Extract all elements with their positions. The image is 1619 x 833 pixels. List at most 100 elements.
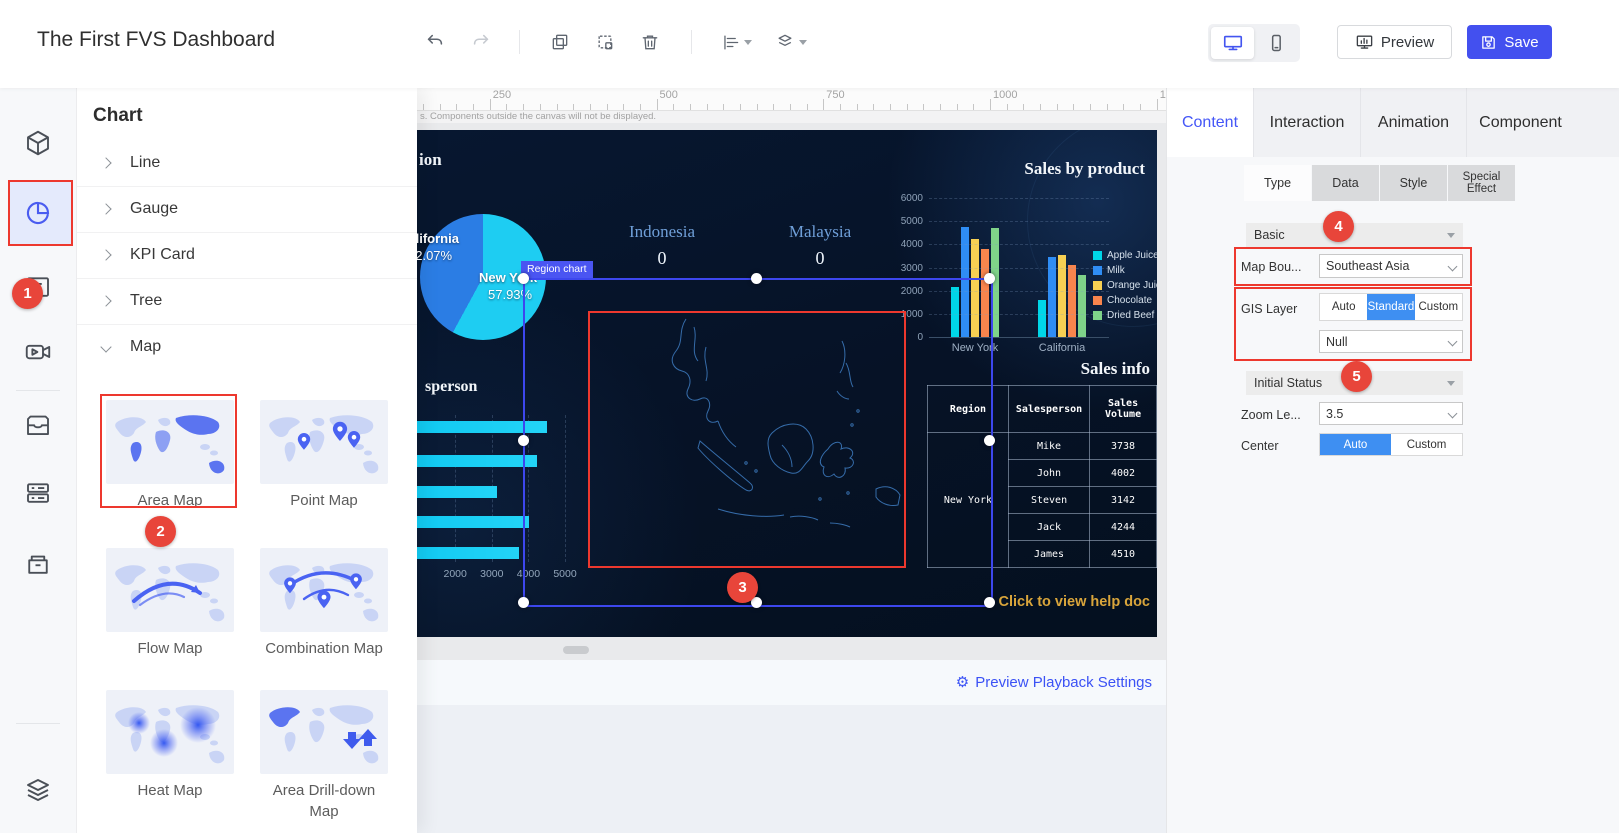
map-item-combination-map[interactable]: Combination Map [260, 548, 388, 659]
table-row: Jack 4244 [928, 513, 1157, 541]
canvas-lower-zone: ge [417, 705, 1166, 833]
kpi-indonesia[interactable]: Indonesia 0 [628, 222, 696, 268]
sidebar-item-archive[interactable] [22, 548, 54, 580]
center-label: Center [1241, 439, 1279, 453]
map-boundary-select[interactable]: Southeast Asia [1319, 254, 1463, 278]
selection-handle-w[interactable] [518, 435, 529, 446]
tab-animation[interactable]: Animation [1361, 88, 1467, 157]
point-map-thumbnail [260, 400, 388, 484]
paste-button[interactable] [588, 25, 622, 59]
map-item-area-drilldown-map[interactable]: Area Drill-down Map [260, 690, 388, 822]
video-icon [25, 344, 51, 360]
pie-value-california: 42.07% [417, 248, 453, 263]
save-label: Save [1504, 33, 1539, 51]
delete-button[interactable] [633, 25, 667, 59]
sidebar-item-chart[interactable] [22, 197, 54, 229]
selection-handle-n[interactable] [751, 273, 762, 284]
selection-handle-se[interactable] [984, 597, 995, 608]
undo-button[interactable] [418, 25, 452, 59]
map-item-flow-map[interactable]: Flow Map [106, 548, 234, 659]
legend-item: Dried Beef [1093, 308, 1157, 322]
sidebar-item-media[interactable] [22, 336, 54, 368]
basic-section-header[interactable]: Basic [1246, 223, 1463, 247]
bar-milk [1048, 257, 1056, 337]
chart-group-kpi-card[interactable]: KPI Card [76, 232, 417, 279]
zoom-level-label: Zoom Le... [1241, 408, 1301, 422]
help-doc-link[interactable]: Click to view help doc [998, 594, 1150, 610]
table-row: John 4002 [928, 459, 1157, 487]
copy-button[interactable] [543, 25, 577, 59]
preview-label: Preview [1380, 33, 1435, 51]
selection-handle-sw[interactable] [518, 597, 529, 608]
table-row: James 4510 [928, 540, 1157, 568]
annotation-box-1 [8, 180, 73, 246]
layer-caret-icon [799, 39, 807, 45]
redo-button[interactable] [464, 25, 498, 59]
table-header: Sales Volume [1089, 385, 1157, 433]
kpi-malaysia[interactable]: Malaysia 0 [788, 222, 852, 268]
sales-info-title: Sales info [1080, 359, 1150, 378]
map-item-area-map[interactable]: Area Map [106, 400, 234, 511]
sales-info-table[interactable]: Region Salesperson Sales Volume New York Mik… [927, 385, 1157, 568]
sidebar-item-components[interactable] [22, 127, 54, 159]
area-map-thumbnail [106, 400, 234, 484]
canvas-notice: s. Components outside the canvas will no… [417, 111, 1166, 123]
gis-layer-option-standard[interactable]: Standard [1367, 294, 1415, 320]
gear-icon: ⚙ [955, 674, 970, 691]
pie-label-california: California [417, 231, 459, 246]
bar-chocolate [1068, 265, 1076, 337]
collapse-caret-icon [1447, 232, 1455, 238]
map-item-heat-map[interactable]: Heat Map [106, 690, 234, 801]
preview-button[interactable]: Preview [1337, 25, 1452, 59]
gis-layer-sub-select[interactable]: Null [1319, 330, 1463, 353]
chart-group-tree[interactable]: Tree [76, 278, 417, 325]
gis-layer-segmented: Auto Standard Custom [1319, 293, 1463, 321]
preview-playback-link[interactable]: ⚙ Preview Playback Settings [955, 673, 1152, 692]
layer-order-button[interactable] [768, 25, 814, 59]
annotation-box-3 [588, 311, 906, 568]
align-button[interactable] [714, 25, 758, 59]
mobile-toggle[interactable] [1254, 27, 1297, 59]
legend-item: Apple Juice [1093, 248, 1157, 262]
chart-panel-title: Chart [93, 105, 143, 126]
canvas-area: 25050075010001250 s. Components outside … [417, 88, 1166, 833]
tab-content[interactable]: Content [1167, 88, 1254, 157]
subtab-special-effect[interactable]: Special Effect [1448, 165, 1515, 201]
sidebar-item-assets[interactable] [22, 408, 54, 440]
save-button[interactable]: Save [1467, 25, 1552, 59]
canvas-scrollbar-pill[interactable] [563, 646, 589, 654]
center-option-custom[interactable]: Custom [1406, 438, 1447, 451]
properties-tabs: Content Interaction Animation Component [1167, 88, 1619, 157]
tab-interaction[interactable]: Interaction [1254, 88, 1361, 157]
desktop-toggle[interactable] [1211, 27, 1254, 59]
selection-handle-ne[interactable] [984, 273, 995, 284]
chart-group-gauge[interactable]: Gauge [76, 186, 417, 233]
align-icon [723, 35, 738, 49]
save-icon [1482, 35, 1496, 49]
selection-handle-s[interactable] [751, 597, 762, 608]
selection-handle-e[interactable] [984, 435, 995, 446]
center-option-auto[interactable]: Auto [1320, 434, 1391, 455]
subtab-data[interactable]: Data [1312, 165, 1379, 201]
preview-icon [1356, 34, 1373, 49]
subtab-type[interactable]: Type [1244, 165, 1311, 201]
chart-group-map[interactable]: Map [76, 324, 417, 370]
subtab-style[interactable]: Style [1380, 165, 1447, 201]
dashboard-canvas[interactable]: ion California 42.07% New York 57.93% In… [417, 130, 1157, 637]
layers-order-icon [778, 34, 792, 46]
gis-layer-option-auto[interactable]: Auto [1331, 301, 1356, 313]
map-item-point-map[interactable]: Point Map [260, 400, 388, 511]
zoom-level-select[interactable]: 3.5 [1319, 402, 1463, 425]
sidebar-item-layers[interactable] [22, 774, 54, 806]
chart-group-line[interactable]: Line [76, 140, 417, 187]
region-section-title: ion [419, 150, 442, 169]
bar-chocolate [981, 249, 989, 337]
sidebar-divider [16, 390, 60, 391]
annotation-badge-5: 5 [1341, 361, 1372, 392]
selection-handle-nw[interactable] [518, 273, 529, 284]
gis-layer-option-custom[interactable]: Custom [1418, 301, 1459, 313]
sales-by-product-chart[interactable] [929, 198, 1109, 338]
tab-component[interactable]: Component [1479, 113, 1562, 131]
sidebar-item-datasets[interactable] [22, 477, 54, 509]
